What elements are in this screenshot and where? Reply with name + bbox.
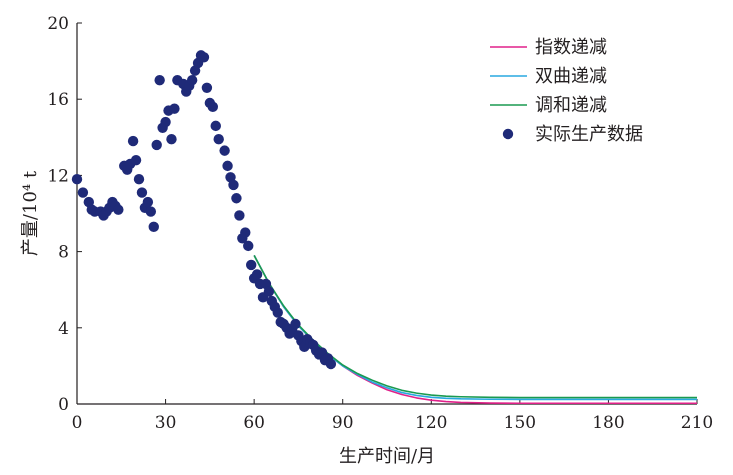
data-point bbox=[151, 139, 162, 151]
data-point bbox=[251, 269, 263, 280]
legend-label-2: 调和递减 bbox=[535, 95, 607, 116]
legend-swatch-3 bbox=[502, 128, 514, 140]
data-point bbox=[71, 174, 83, 185]
x-tick-label: 60 bbox=[243, 413, 265, 433]
x-tick-label: 210 bbox=[681, 413, 713, 433]
legend-label-1: 双曲递减 bbox=[535, 66, 607, 87]
data-point bbox=[198, 52, 210, 63]
x-tick-label: 30 bbox=[155, 413, 177, 433]
data-point bbox=[154, 74, 165, 86]
series-line-1 bbox=[253, 255, 697, 401]
data-point bbox=[210, 120, 221, 132]
data-point bbox=[113, 204, 124, 215]
data-point bbox=[219, 145, 230, 156]
data-point bbox=[77, 187, 89, 198]
x-tick-label: 120 bbox=[415, 413, 447, 433]
x-tick-label: 90 bbox=[332, 413, 354, 433]
series-line-2 bbox=[253, 255, 697, 399]
y-axis-title: 产量/10⁴ t bbox=[20, 170, 41, 256]
data-point bbox=[186, 74, 198, 86]
data-point bbox=[325, 358, 337, 370]
legend-label-0: 指数递减 bbox=[535, 37, 607, 58]
data-point bbox=[245, 259, 257, 271]
data-point bbox=[228, 179, 239, 191]
data-point bbox=[148, 221, 159, 233]
x-axis-title: 生产时间/月 bbox=[339, 446, 435, 467]
y-tick-label: 16 bbox=[47, 90, 69, 110]
data-point bbox=[207, 101, 219, 113]
legend-label-3: 实际生产数据 bbox=[535, 124, 643, 145]
data-point bbox=[231, 193, 242, 204]
actual-data-points bbox=[71, 50, 337, 370]
fit-curves bbox=[253, 255, 697, 405]
data-point bbox=[136, 187, 148, 198]
data-point bbox=[133, 174, 145, 185]
data-point bbox=[234, 210, 245, 221]
y-tick-label: 0 bbox=[58, 395, 69, 415]
data-point bbox=[160, 116, 171, 128]
y-axis-ticks: 0 4 8 12 16 20 bbox=[47, 14, 82, 415]
data-point bbox=[145, 206, 157, 217]
y-tick-label: 12 bbox=[47, 166, 69, 186]
data-point bbox=[222, 160, 233, 172]
x-tick-label: 0 bbox=[72, 413, 83, 433]
data-point bbox=[243, 240, 254, 252]
y-tick-label: 20 bbox=[47, 14, 69, 34]
x-axis-ticks: 0 30 60 90 120 150 180 210 bbox=[72, 399, 713, 433]
series-line-0 bbox=[253, 255, 697, 405]
x-tick-label: 180 bbox=[592, 413, 624, 433]
data-point bbox=[130, 154, 142, 166]
data-point bbox=[272, 307, 283, 318]
data-point bbox=[290, 318, 301, 330]
y-tick-label: 8 bbox=[58, 243, 69, 263]
data-point bbox=[201, 82, 213, 93]
data-point bbox=[169, 103, 180, 114]
data-point bbox=[127, 135, 139, 147]
data-point bbox=[142, 196, 154, 208]
data-point bbox=[240, 227, 251, 238]
data-point bbox=[263, 286, 275, 297]
data-point bbox=[213, 134, 224, 145]
x-tick-label: 150 bbox=[504, 413, 536, 433]
y-tick-label: 4 bbox=[58, 319, 69, 339]
data-point bbox=[166, 134, 177, 145]
